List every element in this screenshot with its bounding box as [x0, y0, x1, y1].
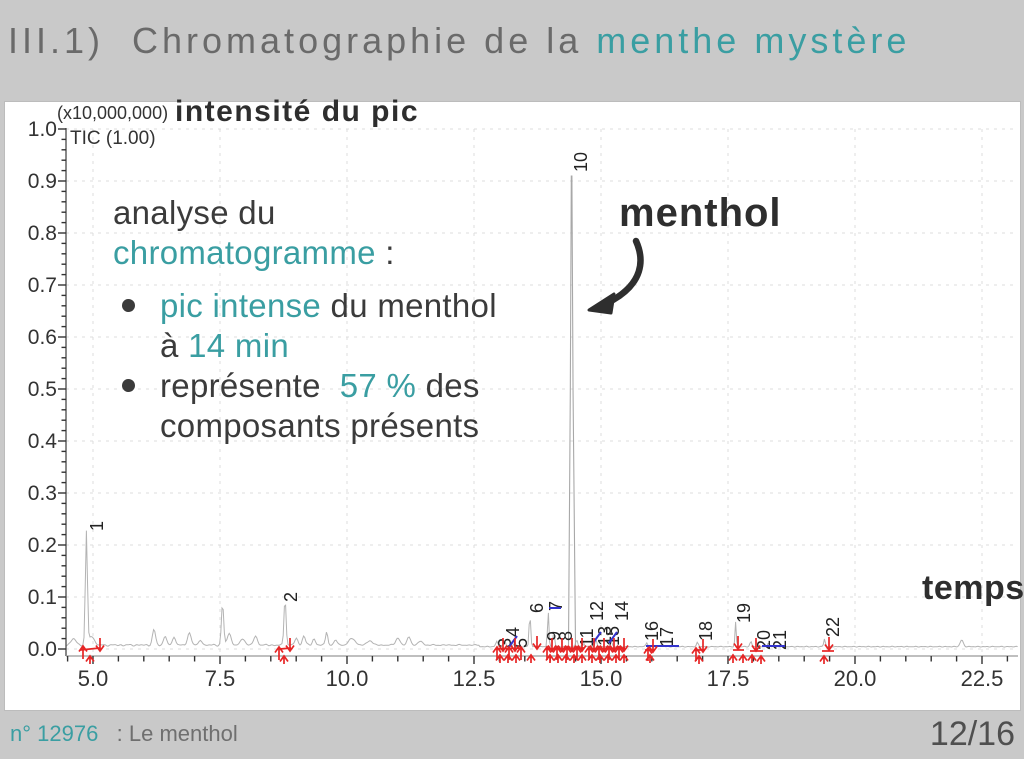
svg-text:18: 18 — [696, 621, 716, 641]
svg-text:7: 7 — [546, 601, 566, 611]
svg-text:20: 20 — [754, 630, 774, 650]
svg-text:15.0: 15.0 — [580, 666, 623, 691]
svg-text:0.9: 0.9 — [28, 170, 57, 193]
svg-text:2: 2 — [281, 592, 301, 602]
svg-text:22.5: 22.5 — [961, 666, 1004, 691]
svg-text:17.5: 17.5 — [707, 666, 750, 691]
svg-text:9: 9 — [544, 631, 564, 641]
svg-text:5: 5 — [511, 638, 531, 648]
svg-text:0.4: 0.4 — [28, 430, 58, 453]
svg-text:3: 3 — [495, 638, 515, 648]
svg-text:21: 21 — [770, 630, 790, 650]
svg-text:7.5: 7.5 — [205, 666, 236, 691]
svg-text:0.3: 0.3 — [28, 482, 57, 505]
svg-text:5.0: 5.0 — [78, 666, 109, 691]
svg-text:12.5: 12.5 — [453, 666, 496, 691]
svg-text:1.0: 1.0 — [28, 118, 57, 141]
svg-text:12: 12 — [587, 601, 607, 621]
svg-text:TIC (1.00): TIC (1.00) — [70, 128, 156, 149]
svg-text:0.2: 0.2 — [28, 534, 57, 557]
svg-text:8: 8 — [556, 631, 576, 641]
svg-text:0.8: 0.8 — [28, 222, 57, 245]
svg-text:14: 14 — [612, 601, 632, 621]
svg-text:0.1: 0.1 — [28, 586, 57, 609]
svg-text:4: 4 — [503, 627, 523, 637]
svg-text:10.0: 10.0 — [326, 666, 369, 691]
svg-text:17: 17 — [657, 627, 677, 647]
svg-text:6: 6 — [527, 603, 547, 613]
svg-text:19: 19 — [734, 603, 754, 623]
svg-text:22: 22 — [823, 617, 843, 637]
svg-text:0.6: 0.6 — [28, 326, 57, 349]
svg-text:10: 10 — [571, 152, 591, 172]
svg-text:0.7: 0.7 — [28, 274, 57, 297]
svg-text:(x10,000,000): (x10,000,000) — [57, 103, 168, 123]
svg-text:16: 16 — [642, 621, 662, 641]
svg-text:0.0: 0.0 — [28, 638, 57, 661]
svg-text:20.0: 20.0 — [834, 666, 877, 691]
svg-text:0.5: 0.5 — [28, 378, 57, 401]
svg-text:1: 1 — [87, 521, 107, 531]
